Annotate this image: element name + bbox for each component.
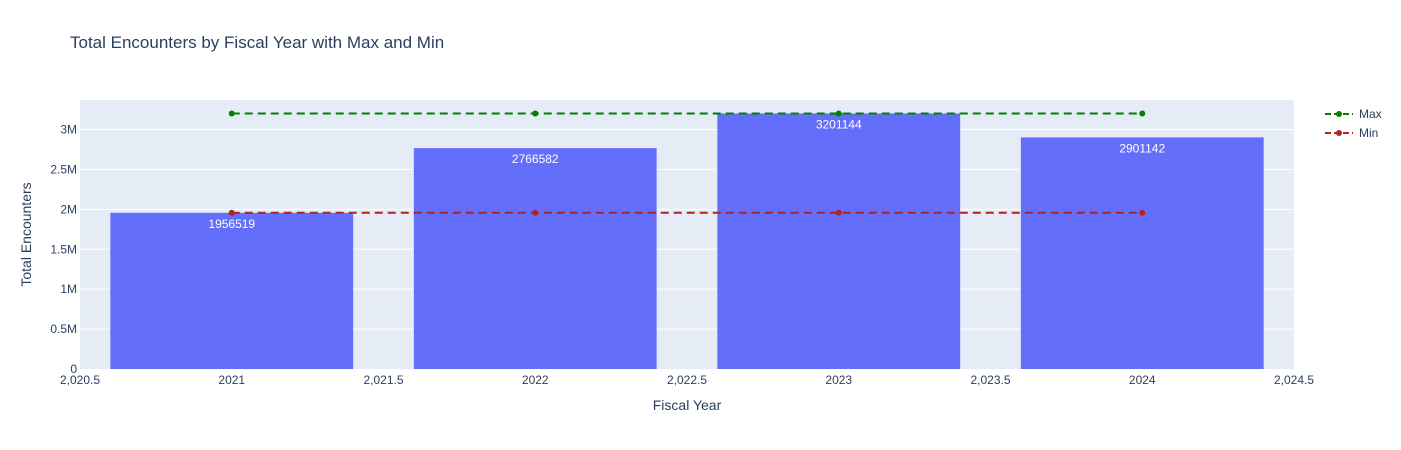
bar-value-label: 1956519 [208, 217, 255, 231]
legend-item-min[interactable]: Min [1325, 126, 1378, 140]
series-point-max [532, 110, 539, 117]
series-point-min [835, 209, 842, 216]
reference-lines [228, 110, 1146, 216]
y-tick-label: 2.5M [50, 162, 77, 176]
legend[interactable]: Max Min [1325, 107, 1382, 140]
x-tick-labels: 2,020.5 2021 2,021.5 2022 2,022.5 2023 2,023.5… [60, 373, 1314, 387]
x-tick-label: 2,024.5 [1274, 373, 1314, 387]
series-point-max [835, 110, 842, 117]
x-axis-title: Fiscal Year [653, 397, 722, 413]
x-tick-label: 2,021.5 [363, 373, 403, 387]
bar-value-label: 2901142 [1119, 141, 1165, 155]
bar [717, 113, 961, 369]
y-axis-title: Total Encounters [18, 182, 34, 286]
legend-swatch-marker [1336, 130, 1342, 136]
legend-label: Min [1359, 126, 1378, 140]
bars [110, 113, 1264, 369]
x-tick-label: 2,023.5 [970, 373, 1010, 387]
legend-label: Max [1359, 107, 1382, 121]
x-tick-label: 2022 [522, 373, 549, 387]
bar-value-label: 3201144 [816, 117, 862, 131]
series-point-max [1139, 110, 1146, 117]
bar [1020, 137, 1264, 369]
bar-labels: 1956519 2766582 3201144 2901142 [208, 117, 1165, 230]
y-tick-label: 3M [60, 123, 77, 137]
y-tick-labels: 0 0.5M 1M 1.5M 2M 2.5M 3M [50, 123, 77, 376]
y-tick-label: 1.5M [50, 242, 77, 256]
x-tick-label: 2021 [218, 373, 245, 387]
legend-item-max[interactable]: Max [1325, 107, 1382, 121]
bar-value-label: 2766582 [512, 152, 559, 166]
bar [110, 212, 354, 369]
chart-title: Total Encounters by Fiscal Year with Max… [70, 33, 445, 52]
x-tick-label: 2,022.5 [667, 373, 707, 387]
legend-swatch-marker [1336, 111, 1342, 117]
series-point-min [228, 209, 235, 216]
series-point-max [228, 110, 235, 117]
x-tick-label: 2024 [1129, 373, 1156, 387]
series-point-min [1139, 209, 1146, 216]
bar [413, 148, 657, 369]
y-tick-label: 1M [60, 282, 77, 296]
x-tick-label: 2023 [825, 373, 852, 387]
y-tick-label: 0.5M [50, 322, 77, 336]
x-tick-label: 2,020.5 [60, 373, 100, 387]
series-point-min [532, 209, 539, 216]
y-tick-label: 2M [60, 202, 77, 216]
y-tick-label: 0 [70, 362, 77, 376]
